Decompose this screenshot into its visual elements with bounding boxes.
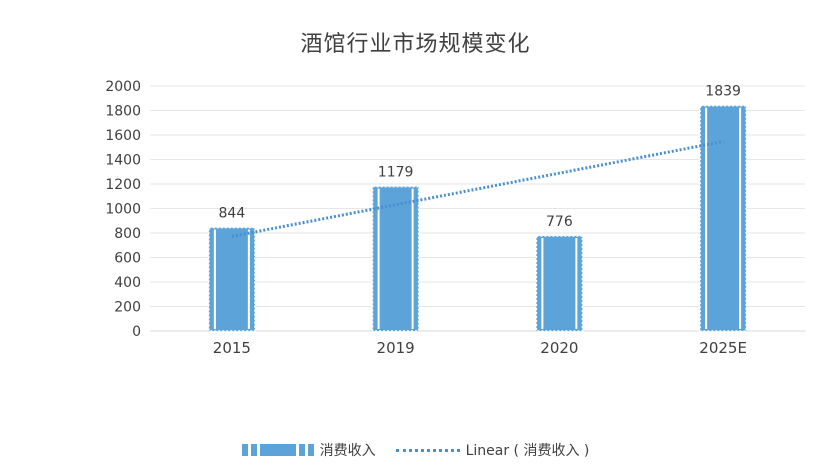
legend-bar-label: 消费收入 (319, 443, 376, 459)
y-tick-label: 1800 (105, 104, 141, 120)
y-tick-label: 2000 (105, 79, 141, 95)
trendline (231, 140, 724, 238)
data-label: 1839 (705, 84, 741, 100)
legend-trend-swatch (395, 448, 460, 452)
x-tick-label: 2019 (377, 339, 415, 357)
legend-item-bars[interactable]: 消费收入 (241, 440, 376, 460)
y-tick-label: 600 (114, 251, 141, 267)
x-tick-label: 2020 (540, 339, 578, 357)
bar (208, 227, 255, 331)
bar-edge (535, 235, 584, 332)
y-tick-label: 1600 (105, 128, 141, 144)
bar (372, 186, 419, 331)
legend-bar-swatch (241, 444, 314, 456)
data-label: 844 (219, 206, 246, 222)
y-tick-label: 1000 (105, 202, 141, 218)
legend: 消费收入 Linear ( 消费收入 ) (0, 440, 831, 460)
x-tick-label: 2025E (699, 339, 747, 357)
y-tick-label: 800 (114, 226, 141, 242)
y-tick-label: 1400 (105, 153, 141, 169)
bar (536, 235, 583, 331)
y-tick-label: 0 (132, 324, 141, 340)
bar-edge (371, 185, 420, 332)
bar-edge (699, 104, 747, 332)
y-tick-label: 200 (114, 300, 141, 316)
data-label: 1179 (378, 165, 414, 181)
legend-item-trend[interactable]: Linear ( 消费收入 ) (395, 440, 590, 460)
legend-trend-label: Linear ( 消费收入 ) (465, 443, 590, 459)
x-tick-label: 2015 (213, 339, 251, 357)
y-tick-label: 1200 (105, 177, 141, 193)
bar-edge (208, 226, 256, 332)
chart-title: 酒馆行业市场规模变化 (300, 32, 531, 57)
y-tick-label: 400 (114, 275, 141, 291)
data-label: 776 (546, 214, 573, 230)
